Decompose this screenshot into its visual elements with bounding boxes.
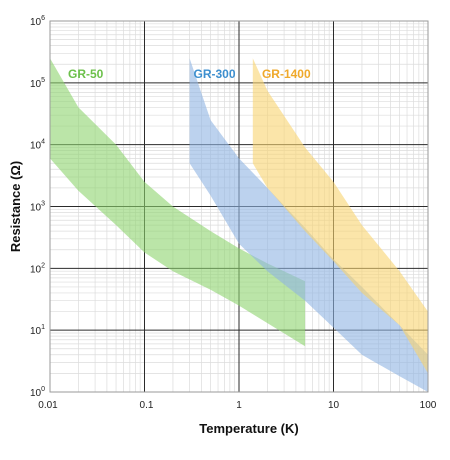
- x-tick-labels: 0.01 0.1 1 10 100: [38, 400, 437, 411]
- x-axis-title: Temperature (K): [199, 421, 298, 436]
- y-tick-label: 102: [30, 262, 45, 275]
- y-tick-exponent: 6: [41, 15, 45, 22]
- x-tick-label: 1: [236, 400, 242, 411]
- plot-frame: [49, 20, 429, 393]
- series-bands: [50, 58, 428, 392]
- y-tick-label: 106: [30, 15, 45, 28]
- x-tick-label: 0.1: [140, 400, 154, 411]
- y-tick-exponent: 0: [41, 386, 45, 393]
- y-tick-exponent: 2: [41, 262, 45, 269]
- series-label-gr-300: GR-300: [193, 67, 235, 81]
- series-band-gr-300: [189, 58, 428, 392]
- series-labels: GR-50 GR-300 GR-1400: [68, 67, 311, 81]
- y-tick-base: 10: [30, 79, 42, 90]
- series-label-gr-1400: GR-1400: [262, 67, 311, 81]
- y-tick-base: 10: [30, 326, 42, 337]
- x-tick-label: 10: [328, 400, 340, 411]
- y-tick-label: 105: [30, 77, 45, 90]
- y-tick-base: 10: [30, 203, 42, 214]
- y-tick-exponent: 3: [41, 201, 45, 208]
- series-band-gr-1400: [252, 58, 428, 374]
- y-tick-label: 101: [30, 324, 45, 337]
- y-tick-label: 100: [30, 386, 45, 399]
- series-band-gr-50: [50, 58, 306, 347]
- y-tick-base: 10: [30, 17, 42, 28]
- y-tick-exponent: 5: [41, 77, 45, 84]
- y-tick-base: 10: [30, 264, 42, 275]
- x-tick-label: 100: [420, 400, 437, 411]
- x-tick-label: 0.01: [38, 400, 58, 411]
- y-tick-label: 104: [30, 139, 45, 152]
- y-tick-exponent: 4: [41, 139, 45, 146]
- y-tick-label: 103: [30, 201, 45, 214]
- series-label-gr-50: GR-50: [68, 67, 104, 81]
- y-axis-title: Resistance (Ω): [8, 161, 23, 252]
- y-tick-base: 10: [30, 141, 42, 152]
- y-tick-exponent: 1: [41, 324, 45, 331]
- y-tick-base: 10: [30, 388, 42, 399]
